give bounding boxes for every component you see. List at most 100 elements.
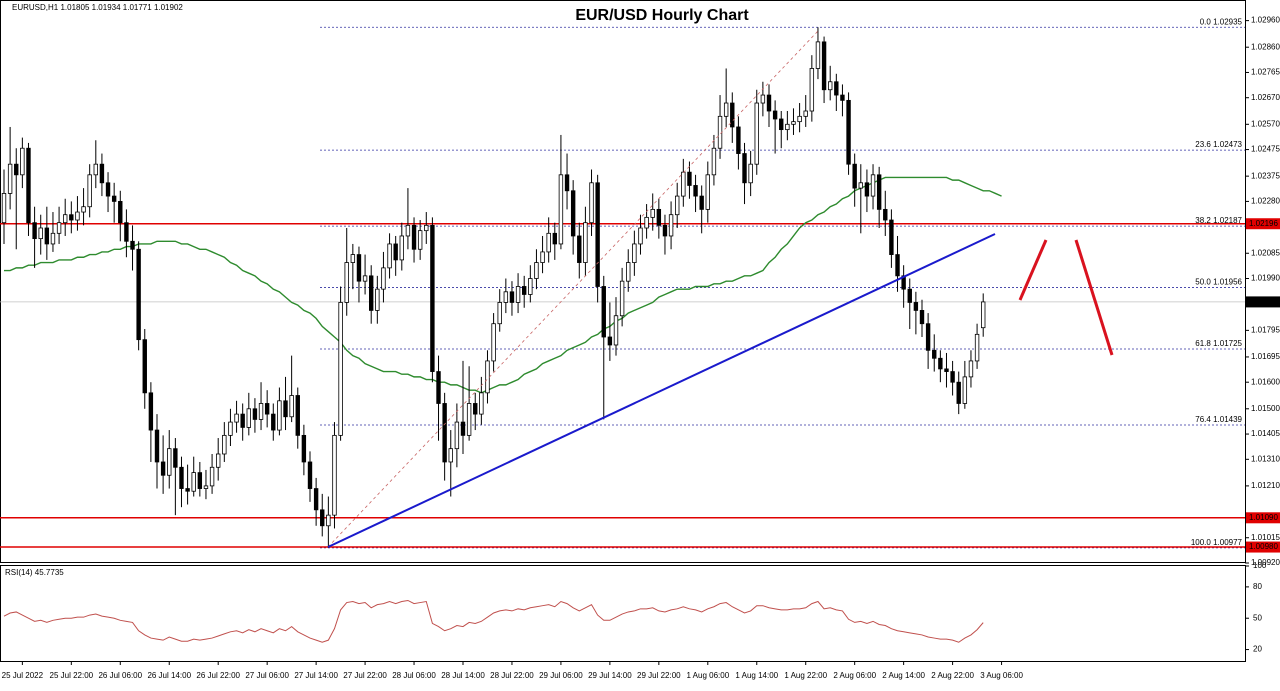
y-tick-label: 1.01695 [1251, 352, 1280, 361]
candle-body [118, 201, 123, 224]
candle-body [558, 174, 564, 245]
y-tick-label: 1.01990 [1251, 274, 1280, 283]
x-tick-label: 28 Jul 14:00 [441, 671, 485, 680]
candle-body [87, 174, 92, 208]
candle-body [846, 99, 851, 165]
candle-body [650, 208, 655, 218]
candle-body [913, 302, 919, 311]
candle-body [528, 278, 533, 295]
candle-body [362, 275, 368, 282]
candle-body [515, 286, 521, 303]
moving-average [4, 176, 1002, 394]
chart-title: EUR/USD Hourly Chart [575, 7, 749, 24]
candle-body [723, 102, 729, 117]
candle-body [44, 227, 50, 245]
candle-body [234, 413, 239, 423]
candle-body [668, 214, 674, 237]
candle-body [381, 267, 386, 290]
candle-body [644, 216, 649, 229]
candle-body [320, 509, 325, 527]
candle-body [656, 208, 662, 226]
candle-body [301, 434, 307, 463]
candle-body [534, 262, 539, 279]
x-tick-label: 28 Jul 22:00 [490, 671, 534, 680]
candle-body [925, 323, 931, 351]
y-tick-label: 1.02960 [1251, 16, 1280, 25]
candle-body [760, 94, 766, 104]
candle-body [411, 224, 417, 250]
candle-body [356, 254, 362, 282]
candle-body [215, 453, 221, 468]
candle-body [840, 94, 845, 101]
fib-diagonal [327, 30, 819, 548]
candle-body [75, 211, 80, 221]
candle-body [332, 434, 337, 516]
candle-body [295, 395, 300, 436]
candle-body [246, 408, 251, 428]
candle-body [485, 360, 490, 394]
candle-body [442, 403, 447, 463]
candle-body [344, 262, 349, 303]
candle-body [632, 243, 637, 263]
candle-body [779, 118, 784, 131]
fib-label: 100.0 1.00977 [1191, 538, 1243, 547]
candle-body [105, 182, 111, 197]
y-tick-label: 1.02475 [1251, 145, 1280, 154]
candle-body [607, 336, 613, 346]
candle-body [730, 102, 735, 128]
candle-body [889, 219, 894, 255]
x-tick-label: 28 Jul 06:00 [392, 671, 436, 680]
candle-body [38, 227, 43, 240]
candle-body [626, 262, 631, 282]
current-price-label: 1.01902 [1249, 297, 1278, 306]
candle-body [748, 163, 753, 184]
candle-body [240, 413, 245, 428]
candle-body [895, 254, 900, 277]
candle-body [448, 448, 453, 463]
candle-body [32, 222, 37, 240]
candle-body [173, 448, 178, 468]
candle-body [577, 235, 582, 263]
x-tick-label: 29 Jul 06:00 [539, 671, 583, 680]
x-tick-label: 25 Jul 22:00 [50, 671, 94, 680]
y-tick-label: 1.01600 [1251, 377, 1280, 386]
candle-body [491, 323, 496, 362]
ohlc-high: 1.01934 [92, 3, 121, 12]
candle-body [99, 163, 105, 184]
x-tick-label: 2 Aug 14:00 [882, 671, 925, 680]
candle-body [160, 461, 166, 476]
candle-body [675, 195, 680, 216]
rsi-tick-label: 100 [1253, 561, 1267, 570]
candle-body [148, 392, 154, 431]
candle-body [69, 214, 74, 221]
rsi-tick-label: 80 [1253, 582, 1262, 591]
candle-body [821, 41, 827, 91]
candle-body [736, 126, 741, 154]
candle-body [466, 403, 472, 436]
candle-body [387, 243, 392, 269]
candle-body [956, 381, 961, 404]
candle-body [919, 310, 925, 325]
candle-body [564, 174, 570, 192]
candle-body [595, 182, 600, 287]
y-tick-label: 1.02280 [1251, 197, 1280, 206]
candle-body [142, 339, 147, 394]
candle-body [399, 235, 404, 261]
candle-body [111, 195, 117, 202]
candle-body [338, 302, 343, 436]
x-tick-label: 1 Aug 14:00 [735, 671, 778, 680]
x-tick-label: 2 Aug 22:00 [931, 671, 974, 680]
candle-body [522, 286, 527, 295]
candle-body [14, 163, 19, 176]
x-tick-label: 2 Aug 06:00 [833, 671, 876, 680]
candle-body [130, 240, 135, 250]
candle-body [552, 232, 557, 245]
candle-body [950, 371, 955, 383]
candle-body [809, 68, 815, 112]
x-tick-label: 26 Jul 14:00 [147, 671, 191, 680]
candle-body [785, 123, 790, 131]
y-tick-label: 1.01310 [1251, 454, 1280, 463]
candle-body [883, 208, 888, 221]
candle-body [283, 400, 288, 418]
candle-body [876, 174, 882, 210]
